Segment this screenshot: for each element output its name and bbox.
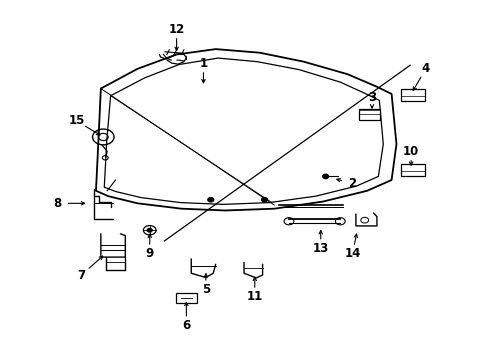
Text: 3: 3 — [368, 91, 376, 104]
Text: 4: 4 — [422, 62, 430, 75]
FancyBboxPatch shape — [401, 164, 425, 176]
Text: 9: 9 — [146, 247, 154, 260]
Text: 12: 12 — [169, 23, 185, 36]
Text: 11: 11 — [246, 290, 263, 303]
Text: 2: 2 — [348, 177, 357, 190]
FancyBboxPatch shape — [401, 89, 425, 101]
Text: 14: 14 — [344, 247, 361, 260]
Circle shape — [262, 198, 268, 202]
Text: 5: 5 — [202, 283, 210, 296]
Text: 13: 13 — [313, 242, 329, 255]
Circle shape — [208, 198, 214, 202]
FancyBboxPatch shape — [175, 293, 197, 303]
Text: 15: 15 — [68, 114, 85, 127]
Text: 8: 8 — [53, 197, 61, 210]
Text: 7: 7 — [77, 269, 85, 282]
Circle shape — [323, 174, 329, 179]
FancyBboxPatch shape — [359, 109, 380, 120]
Text: 6: 6 — [182, 319, 191, 332]
Text: 10: 10 — [403, 145, 419, 158]
Circle shape — [147, 228, 152, 232]
Text: 1: 1 — [199, 57, 208, 70]
